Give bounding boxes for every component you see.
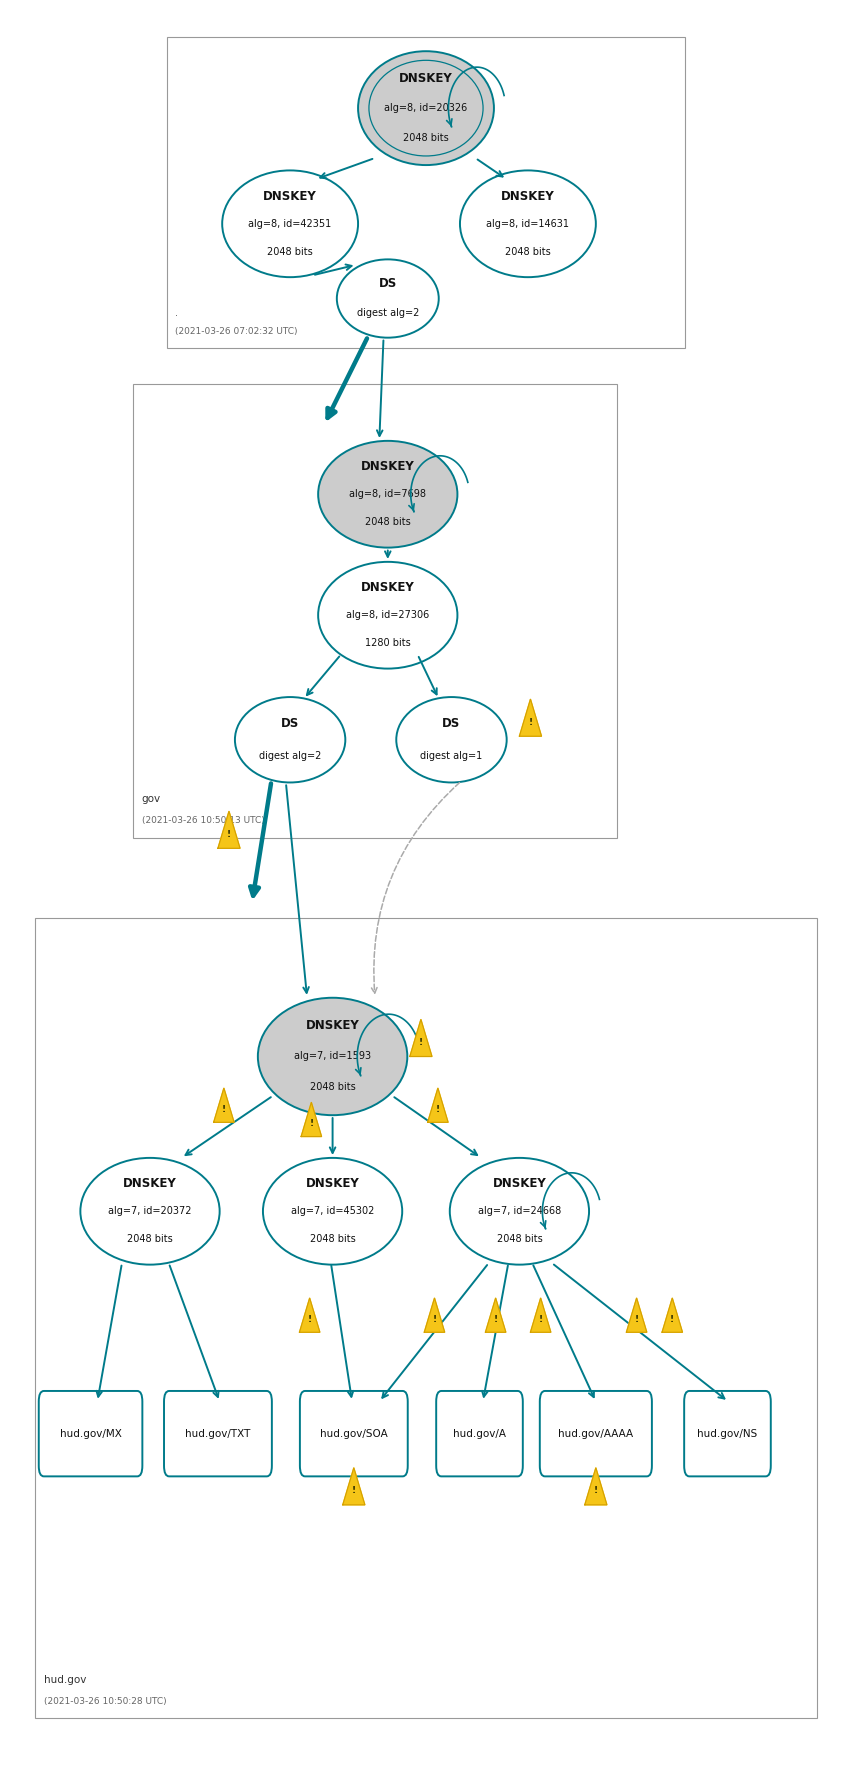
FancyBboxPatch shape xyxy=(38,1392,142,1475)
Ellipse shape xyxy=(258,998,407,1116)
Polygon shape xyxy=(218,811,240,848)
Ellipse shape xyxy=(318,440,458,547)
Text: alg=7, id=24668: alg=7, id=24668 xyxy=(478,1206,561,1217)
Text: gov: gov xyxy=(141,795,161,804)
Ellipse shape xyxy=(263,1158,402,1265)
FancyBboxPatch shape xyxy=(684,1392,771,1475)
Polygon shape xyxy=(410,1019,432,1057)
Text: alg=8, id=20326: alg=8, id=20326 xyxy=(384,103,468,112)
Text: 2048 bits: 2048 bits xyxy=(310,1082,355,1092)
Text: DS: DS xyxy=(281,716,299,731)
Ellipse shape xyxy=(235,697,345,782)
Polygon shape xyxy=(531,1297,551,1333)
Text: !: ! xyxy=(493,1315,498,1324)
Text: DNSKEY: DNSKEY xyxy=(306,1019,360,1032)
Ellipse shape xyxy=(80,1158,220,1265)
Text: alg=8, id=14631: alg=8, id=14631 xyxy=(486,219,569,228)
Text: 2048 bits: 2048 bits xyxy=(365,517,411,527)
Text: alg=8, id=27306: alg=8, id=27306 xyxy=(346,609,429,620)
Text: (2021-03-26 10:50:13 UTC): (2021-03-26 10:50:13 UTC) xyxy=(141,816,264,825)
Text: hud.gov/AAAA: hud.gov/AAAA xyxy=(558,1429,633,1438)
Text: DNSKEY: DNSKEY xyxy=(492,1176,546,1190)
Polygon shape xyxy=(214,1089,234,1123)
Text: hud.gov/MX: hud.gov/MX xyxy=(60,1429,122,1438)
Text: (2021-03-26 10:50:28 UTC): (2021-03-26 10:50:28 UTC) xyxy=(43,1696,166,1705)
Text: !: ! xyxy=(594,1486,598,1495)
Polygon shape xyxy=(662,1297,682,1333)
Bar xyxy=(35,918,817,1718)
Polygon shape xyxy=(301,1103,321,1137)
Text: DNSKEY: DNSKEY xyxy=(399,71,453,86)
Ellipse shape xyxy=(358,52,494,166)
Text: DNSKEY: DNSKEY xyxy=(263,189,317,203)
Polygon shape xyxy=(299,1297,320,1333)
Text: DNSKEY: DNSKEY xyxy=(361,460,415,472)
Text: !: ! xyxy=(538,1315,543,1324)
Polygon shape xyxy=(584,1468,607,1504)
Text: hud.gov/NS: hud.gov/NS xyxy=(697,1429,757,1438)
Text: DS: DS xyxy=(442,716,461,731)
Text: digest alg=2: digest alg=2 xyxy=(357,308,419,319)
Text: 2048 bits: 2048 bits xyxy=(403,132,449,143)
Text: !: ! xyxy=(227,830,231,839)
Text: alg=7, id=1593: alg=7, id=1593 xyxy=(294,1051,371,1062)
Text: 1280 bits: 1280 bits xyxy=(365,638,411,649)
Text: !: ! xyxy=(433,1315,436,1324)
Text: !: ! xyxy=(222,1105,226,1114)
Text: DNSKEY: DNSKEY xyxy=(306,1176,360,1190)
Polygon shape xyxy=(428,1089,448,1123)
Text: 2048 bits: 2048 bits xyxy=(497,1233,542,1244)
FancyBboxPatch shape xyxy=(300,1392,408,1475)
Polygon shape xyxy=(626,1297,647,1333)
Text: alg=8, id=7698: alg=8, id=7698 xyxy=(349,490,426,499)
FancyBboxPatch shape xyxy=(436,1392,523,1475)
Text: 2048 bits: 2048 bits xyxy=(127,1233,173,1244)
Text: !: ! xyxy=(352,1486,356,1495)
Polygon shape xyxy=(520,699,542,736)
Text: !: ! xyxy=(635,1315,639,1324)
Text: !: ! xyxy=(308,1315,312,1324)
Text: DNSKEY: DNSKEY xyxy=(361,581,415,593)
Polygon shape xyxy=(424,1297,445,1333)
Ellipse shape xyxy=(450,1158,589,1265)
Polygon shape xyxy=(343,1468,365,1504)
Text: !: ! xyxy=(671,1315,674,1324)
Text: !: ! xyxy=(528,718,532,727)
Bar xyxy=(133,383,617,838)
Text: digest alg=2: digest alg=2 xyxy=(259,750,321,761)
Text: !: ! xyxy=(309,1119,314,1128)
Text: alg=8, id=42351: alg=8, id=42351 xyxy=(249,219,331,228)
FancyBboxPatch shape xyxy=(540,1392,652,1475)
Text: 2048 bits: 2048 bits xyxy=(505,246,550,257)
Text: hud.gov: hud.gov xyxy=(43,1675,86,1684)
Text: DNSKEY: DNSKEY xyxy=(501,189,555,203)
FancyBboxPatch shape xyxy=(164,1392,272,1475)
Text: DNSKEY: DNSKEY xyxy=(124,1176,177,1190)
Text: hud.gov/SOA: hud.gov/SOA xyxy=(320,1429,388,1438)
Text: (2021-03-26 07:02:32 UTC): (2021-03-26 07:02:32 UTC) xyxy=(176,328,298,337)
Ellipse shape xyxy=(318,561,458,668)
Text: DS: DS xyxy=(378,278,397,290)
Ellipse shape xyxy=(396,697,507,782)
Text: !: ! xyxy=(436,1105,440,1114)
Bar xyxy=(167,37,685,347)
Text: 2048 bits: 2048 bits xyxy=(268,246,313,257)
Text: !: ! xyxy=(419,1037,423,1046)
Text: hud.gov/A: hud.gov/A xyxy=(453,1429,506,1438)
Polygon shape xyxy=(486,1297,506,1333)
Text: .: . xyxy=(176,308,178,319)
Text: digest alg=1: digest alg=1 xyxy=(420,750,482,761)
Ellipse shape xyxy=(222,171,358,278)
Text: 2048 bits: 2048 bits xyxy=(310,1233,355,1244)
Text: alg=7, id=20372: alg=7, id=20372 xyxy=(108,1206,192,1217)
Ellipse shape xyxy=(460,171,596,278)
Text: alg=7, id=45302: alg=7, id=45302 xyxy=(291,1206,374,1217)
Text: hud.gov/TXT: hud.gov/TXT xyxy=(185,1429,250,1438)
Ellipse shape xyxy=(337,260,439,337)
